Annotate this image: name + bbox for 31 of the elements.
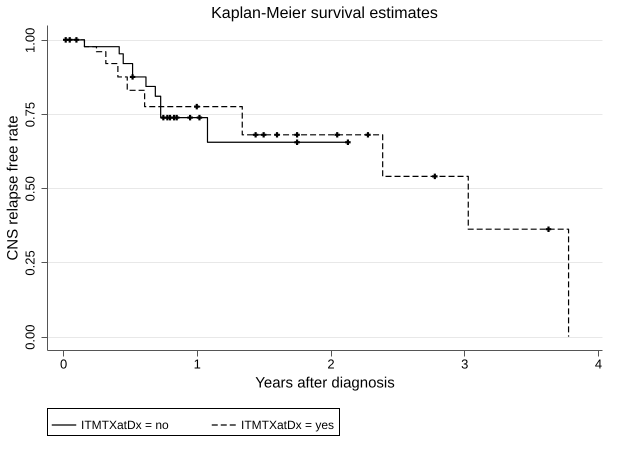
point <box>345 140 351 145</box>
point <box>187 114 193 120</box>
x-tick-label: 4 <box>594 356 602 372</box>
point <box>196 114 202 120</box>
point <box>432 174 438 180</box>
y-tick-label: 0.00 <box>22 324 38 350</box>
point <box>194 104 200 110</box>
point <box>130 74 136 80</box>
legend-label: ITMTXatDx = yes <box>241 418 334 432</box>
y-tick-label: 0.50 <box>22 176 38 202</box>
x-tick-label: 0 <box>60 356 68 372</box>
point <box>260 132 266 138</box>
x-tick-label: 3 <box>461 356 468 372</box>
y-tick-label: 0.25 <box>22 250 38 276</box>
y-axis-title: CNS relapse free rate <box>4 115 22 261</box>
y-tick-label: 0.75 <box>22 102 38 128</box>
point <box>62 37 68 43</box>
point <box>74 37 80 43</box>
chart-title: Kaplan-Meier survival estimates <box>211 5 438 22</box>
y-tick-label: 1.00 <box>22 28 38 53</box>
point <box>294 132 300 138</box>
legend-label: ITMTXatDx = no <box>81 418 170 432</box>
point <box>546 226 552 232</box>
x-tick-label: 2 <box>327 356 335 372</box>
point <box>252 132 258 138</box>
point <box>365 132 371 138</box>
point <box>294 140 300 145</box>
x-tick-label: 1 <box>194 356 201 372</box>
point <box>334 132 340 138</box>
x-axis-title: Years after diagnosis <box>255 374 395 392</box>
point <box>274 132 280 138</box>
